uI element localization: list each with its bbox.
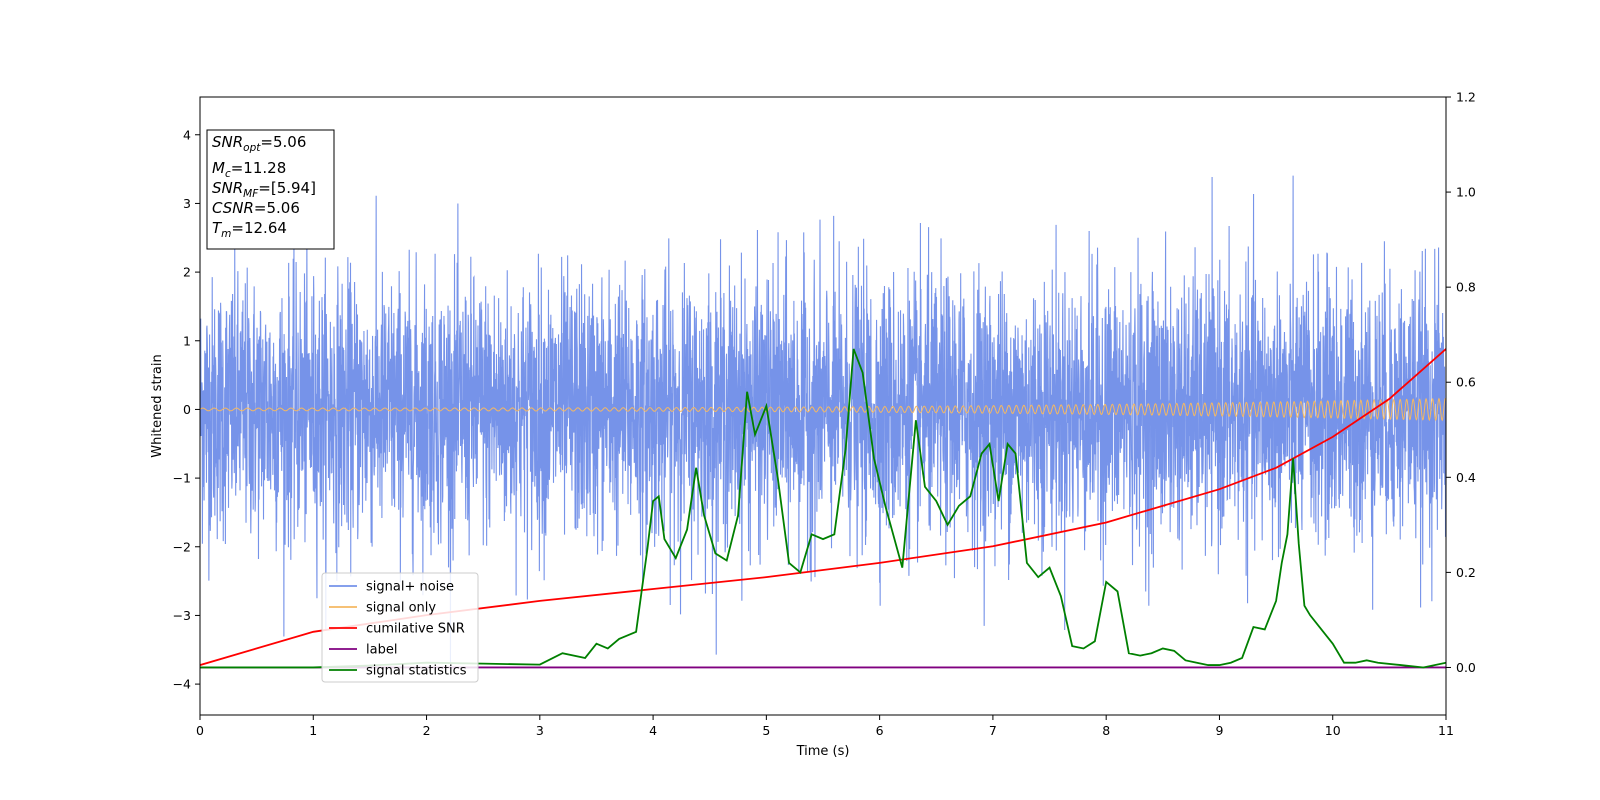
annotation-line: Tm=12.64 [212, 219, 287, 240]
x-tick-label: 9 [1215, 723, 1223, 738]
legend-entry: label [366, 643, 397, 658]
x-tick-label: 8 [1102, 723, 1110, 738]
series-signal-only [200, 397, 1446, 422]
y-tick-label: −3 [173, 608, 191, 623]
y2-tick-label: 0.0 [1456, 660, 1476, 675]
y-tick-label: −4 [173, 677, 191, 692]
x-tick-label: 11 [1438, 723, 1454, 738]
y-tick-label: 2 [183, 265, 191, 280]
series-signal-statistics [200, 348, 1446, 669]
annotation-line: CSNR=5.06 [212, 199, 300, 217]
x-tick-label: 10 [1325, 723, 1341, 738]
x-tick-label: 3 [536, 723, 544, 738]
legend-entry: cumilative SNR [366, 622, 465, 637]
y-tick-label: 0 [183, 402, 191, 417]
y-tick-label: 4 [183, 127, 191, 142]
x-tick-label: 0 [196, 723, 204, 738]
annotation-line: SNRMF=[5.94] [212, 179, 316, 200]
x-tick-label: 2 [423, 723, 431, 738]
y-tick-label: −2 [173, 539, 191, 554]
legend: signal+ noise signal only cumilative SNR la… [321, 572, 479, 683]
annotation-line: Mc=11.28 [212, 159, 286, 180]
axes-frame [199, 96, 1447, 716]
series-signal-plus-noise [200, 175, 1446, 672]
x-tick-label: 1 [309, 723, 317, 738]
y2-axis-ticks: 1.2 1.0 0.8 0.6 0.4 0.2 0.0 [1446, 90, 1476, 675]
legend-entry: signal only [366, 601, 436, 616]
x-tick-label: 6 [876, 723, 884, 738]
annotation-box: SNRopt=5.06 Mc=11.28SNRMF=[5.94]CSNR=5.06… [206, 129, 335, 250]
y-tick-label: 3 [183, 196, 191, 211]
legend-entry: signal statistics [366, 664, 467, 679]
x-tick-label: 7 [989, 723, 997, 738]
legend-entry: signal+ noise [366, 580, 454, 595]
y2-tick-label: 1.2 [1456, 90, 1476, 105]
y2-tick-label: 0.8 [1456, 280, 1476, 295]
x-tick-label: 4 [649, 723, 657, 738]
y2-tick-label: 0.2 [1456, 565, 1476, 580]
y-tick-label: 1 [183, 333, 191, 348]
x-axis-ticks: 0 1 2 3 4 5 6 7 8 9 10 11 [196, 715, 1454, 738]
y-axis-label: Whitened strain [150, 354, 165, 457]
annotation-line: SNRopt=5.06 [212, 133, 306, 154]
y2-tick-label: 1.0 [1456, 185, 1476, 200]
x-axis-label: Time (s) [796, 744, 850, 759]
y2-tick-label: 0.6 [1456, 375, 1476, 390]
x-tick-label: 5 [762, 723, 770, 738]
y2-tick-label: 0.4 [1456, 470, 1476, 485]
y-tick-label: −1 [173, 471, 191, 486]
y-axis-ticks: 4 3 2 1 0 −1 −2 −3 −4 [173, 127, 200, 692]
